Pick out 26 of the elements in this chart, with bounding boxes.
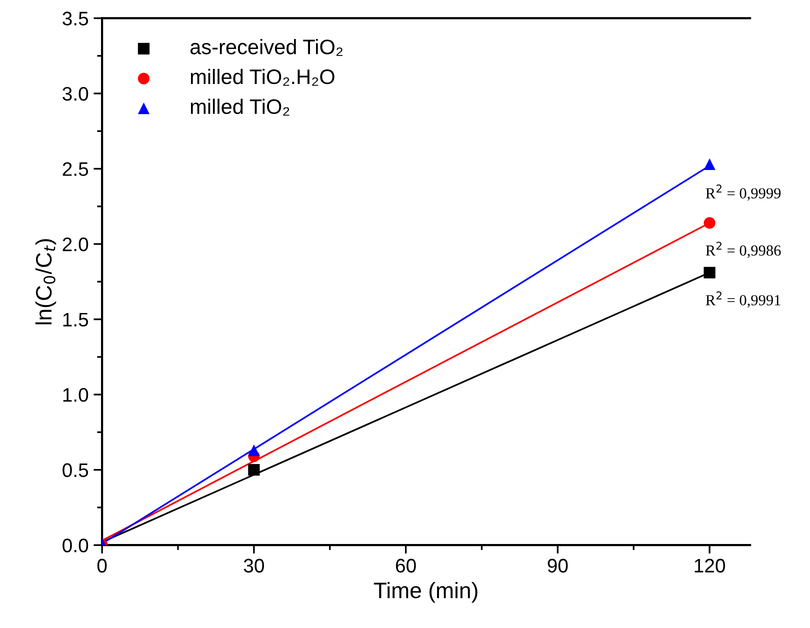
x-tick-label: 30: [244, 558, 264, 573]
x-tick-label: 120: [694, 558, 726, 573]
y-tick-label: 2.0: [62, 237, 88, 252]
x-tick-label: 60: [396, 558, 416, 573]
annotation: R$^{2}$ = 0,9986: [706, 242, 781, 258]
x-tick-label: 90: [548, 558, 568, 573]
legend-label: milled TiO₂: [190, 98, 290, 116]
point: [704, 266, 716, 278]
point: [704, 158, 716, 170]
y-axis-title: ln(C$_{0}$/C$_{t}$): [35, 239, 56, 324]
y-tick-label: 3.0: [62, 86, 88, 101]
legend-label: as-received TiO₂: [190, 39, 342, 56]
y-tick-label: 1.5: [63, 312, 88, 327]
x-axis-title: Time (min): [374, 582, 478, 603]
annotation: R$^{2}$ = 0,9999: [706, 184, 781, 201]
legend-label: milled TiO₂.H₂O: [190, 68, 334, 86]
x-tick-label: 0: [97, 558, 107, 573]
y-tick-label: 2.5: [62, 162, 88, 176]
point: [248, 444, 260, 456]
y-tick-label: 3.5: [62, 12, 88, 26]
y-tick-label: 1.0: [63, 388, 88, 402]
annotation: R$^{2}$ = 0,9991: [706, 291, 780, 308]
point: [704, 217, 716, 229]
y-tick-label: 0.5: [62, 463, 88, 478]
y-tick-label: 0.0: [62, 538, 88, 552]
point: [248, 464, 260, 476]
